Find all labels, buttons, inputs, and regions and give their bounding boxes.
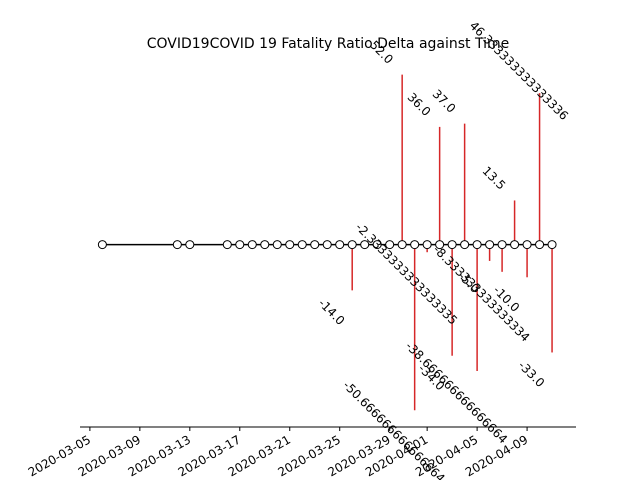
marker [297,240,307,250]
marker [535,240,545,250]
value-label: -2.3333333333333335 [353,220,460,327]
marker [97,240,107,250]
marker [272,240,282,250]
value-label: 36.0 [405,90,434,119]
marker [360,240,370,250]
marker [235,240,245,250]
marker [322,240,332,250]
marker [172,240,182,250]
marker [335,240,345,250]
marker [522,240,532,250]
marker [447,240,457,250]
marker [185,240,195,250]
marker [410,240,420,250]
marker [422,240,432,250]
marker [497,240,507,250]
marker [310,240,320,250]
marker [472,240,482,250]
marker [260,240,270,250]
value-label: 13.5 [480,164,509,193]
marker [460,240,470,250]
value-label: 37.0 [430,87,459,116]
marker [347,240,357,250]
marker [372,240,382,250]
chart-title: COVID19COVID 19 Fatality Ratio Delta aga… [147,36,510,52]
value-label: 46.333333333333336 [467,19,571,123]
marker [385,240,395,250]
marker [397,240,407,250]
marker [222,240,232,250]
marker [510,240,520,250]
value-label: -8.333333333333334 [430,242,532,344]
value-label: -14.0 [316,296,348,328]
marker [547,240,557,250]
marker [247,240,257,250]
marker [485,240,495,250]
value-label: -38.666666666666664 [403,339,510,446]
marker [435,240,445,250]
value-label: -33.0 [515,358,547,390]
marker [285,240,295,250]
